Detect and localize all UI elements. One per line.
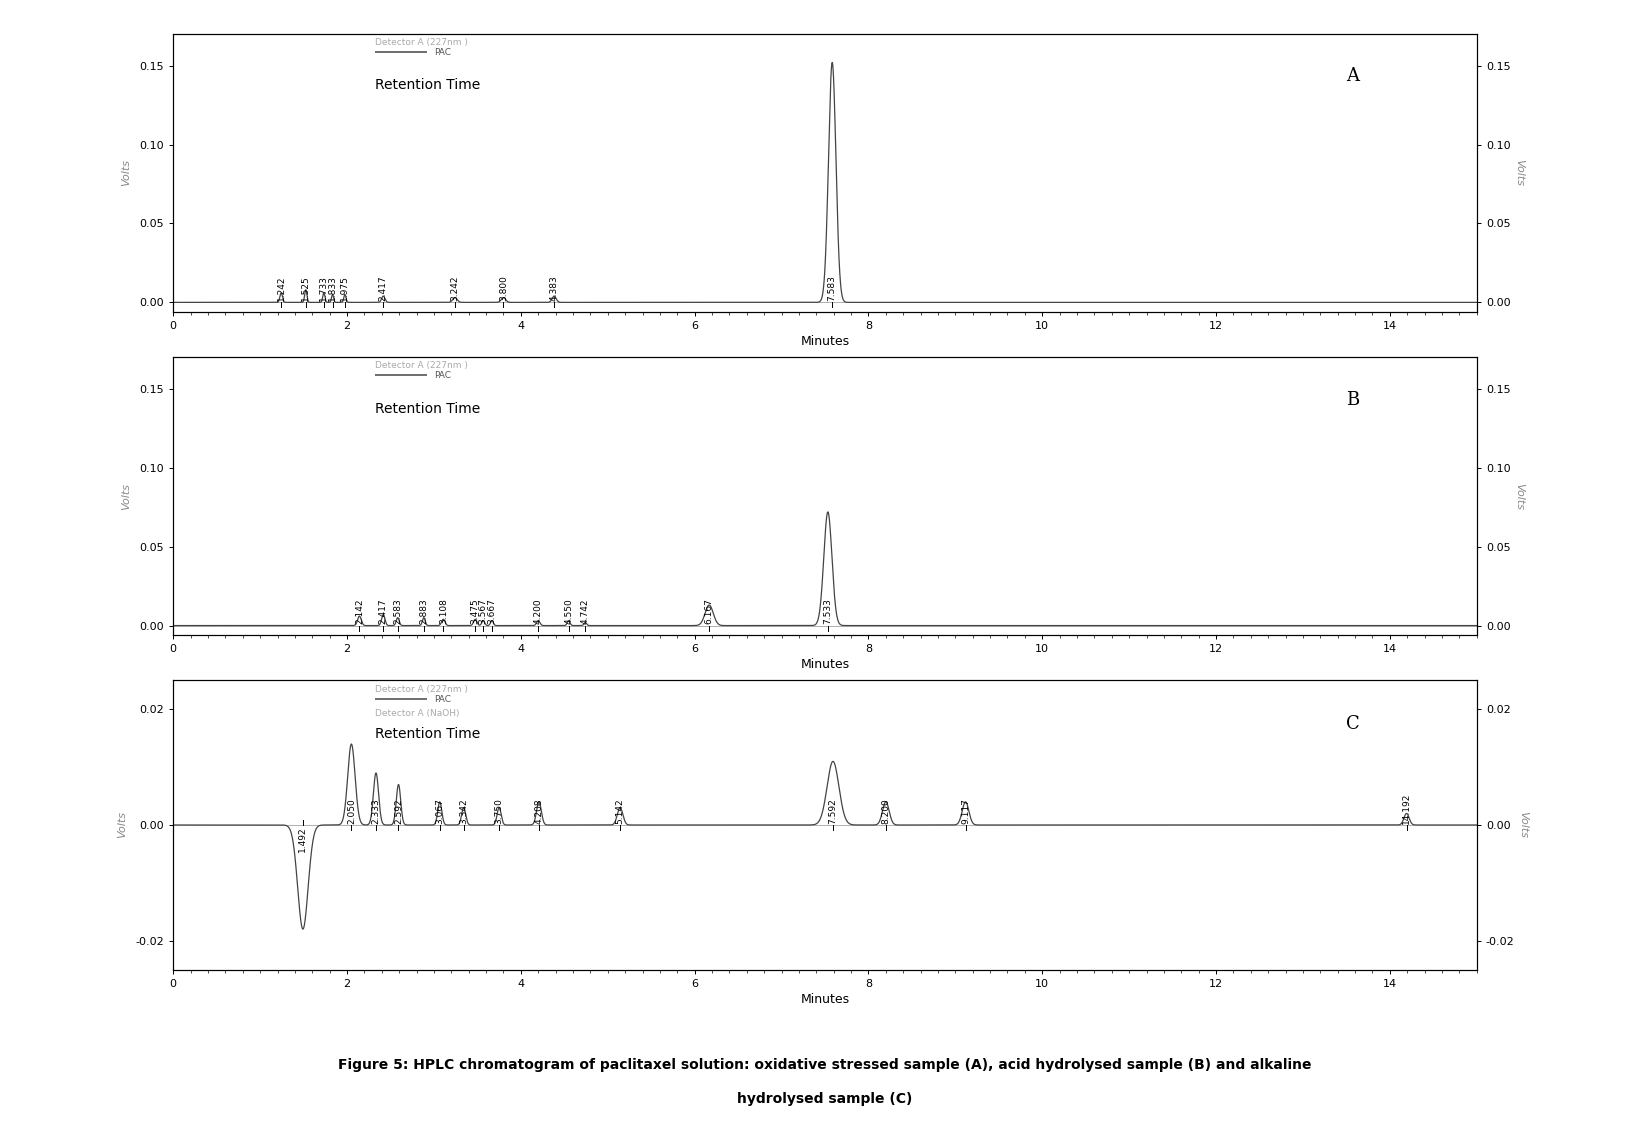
Text: 3.475: 3.475 [470, 599, 480, 624]
Text: 3.342: 3.342 [459, 798, 469, 823]
Text: 3.800: 3.800 [498, 276, 508, 301]
Text: 3.242: 3.242 [450, 276, 459, 301]
Text: 4.208: 4.208 [535, 798, 543, 823]
Text: 1.833: 1.833 [328, 276, 337, 301]
Y-axis label: Volts: Volts [1515, 160, 1525, 186]
X-axis label: Minutes: Minutes [800, 335, 850, 348]
Text: 2.142: 2.142 [355, 599, 365, 624]
Text: 1.492: 1.492 [299, 827, 307, 852]
Text: Retention Time: Retention Time [375, 727, 480, 741]
Text: 3.750: 3.750 [495, 797, 503, 823]
Text: Retention Time: Retention Time [375, 401, 480, 416]
Y-axis label: Volts: Volts [117, 812, 127, 838]
Text: 2.417: 2.417 [380, 599, 388, 624]
Text: C: C [1346, 716, 1360, 733]
Y-axis label: Volts: Volts [1518, 812, 1528, 838]
Text: 7.583: 7.583 [828, 276, 837, 301]
Text: 3.667: 3.667 [487, 599, 497, 624]
Text: 3.567: 3.567 [478, 599, 488, 624]
Text: 9.117: 9.117 [960, 797, 970, 823]
Y-axis label: Volts: Volts [120, 160, 132, 186]
Text: 6.167: 6.167 [705, 599, 714, 624]
X-axis label: Minutes: Minutes [800, 992, 850, 1006]
Text: 4.550: 4.550 [564, 599, 573, 624]
Text: Detector A (NaOH): Detector A (NaOH) [375, 710, 460, 718]
Text: Figure 5: HPLC chromatogram of paclitaxel solution: oxidative stressed sample (A: Figure 5: HPLC chromatogram of paclitaxe… [338, 1058, 1312, 1072]
Text: 2.417: 2.417 [380, 276, 388, 301]
Text: 1.733: 1.733 [320, 276, 328, 301]
Text: A: A [1346, 67, 1360, 85]
Text: 2.583: 2.583 [393, 599, 403, 624]
Text: hydrolysed sample (C): hydrolysed sample (C) [738, 1092, 912, 1106]
Text: 8.200: 8.200 [881, 798, 891, 823]
Text: 7.533: 7.533 [823, 599, 832, 624]
Text: 3.067: 3.067 [436, 797, 444, 823]
Text: 4.200: 4.200 [533, 599, 543, 624]
Text: PAC: PAC [434, 48, 450, 57]
Y-axis label: Volts: Volts [120, 483, 132, 509]
Text: PAC: PAC [434, 371, 450, 380]
Text: Retention Time: Retention Time [375, 78, 480, 93]
Text: Detector A (227nm ): Detector A (227nm ) [375, 362, 469, 371]
Text: 5.142: 5.142 [615, 798, 625, 823]
Text: 3.108: 3.108 [439, 599, 447, 624]
X-axis label: Minutes: Minutes [800, 658, 850, 671]
Text: 4.383: 4.383 [549, 276, 559, 301]
Text: 2.883: 2.883 [419, 599, 429, 624]
Y-axis label: Volts: Volts [1515, 483, 1525, 509]
Text: PAC: PAC [434, 695, 450, 704]
Text: 1.242: 1.242 [277, 276, 285, 301]
Text: B: B [1346, 390, 1360, 408]
Text: 4.742: 4.742 [581, 599, 589, 624]
Text: Detector A (227nm ): Detector A (227nm ) [375, 39, 469, 48]
Text: 2.050: 2.050 [346, 798, 356, 823]
Text: 1.975: 1.975 [340, 276, 350, 301]
Text: 7.592: 7.592 [828, 798, 838, 823]
Text: 1.525: 1.525 [302, 276, 310, 301]
Text: 14.192: 14.192 [1402, 793, 1411, 823]
Text: 2.592: 2.592 [394, 798, 403, 823]
Text: Detector A (227nm ): Detector A (227nm ) [375, 685, 469, 694]
Text: 2.333: 2.333 [371, 798, 381, 823]
